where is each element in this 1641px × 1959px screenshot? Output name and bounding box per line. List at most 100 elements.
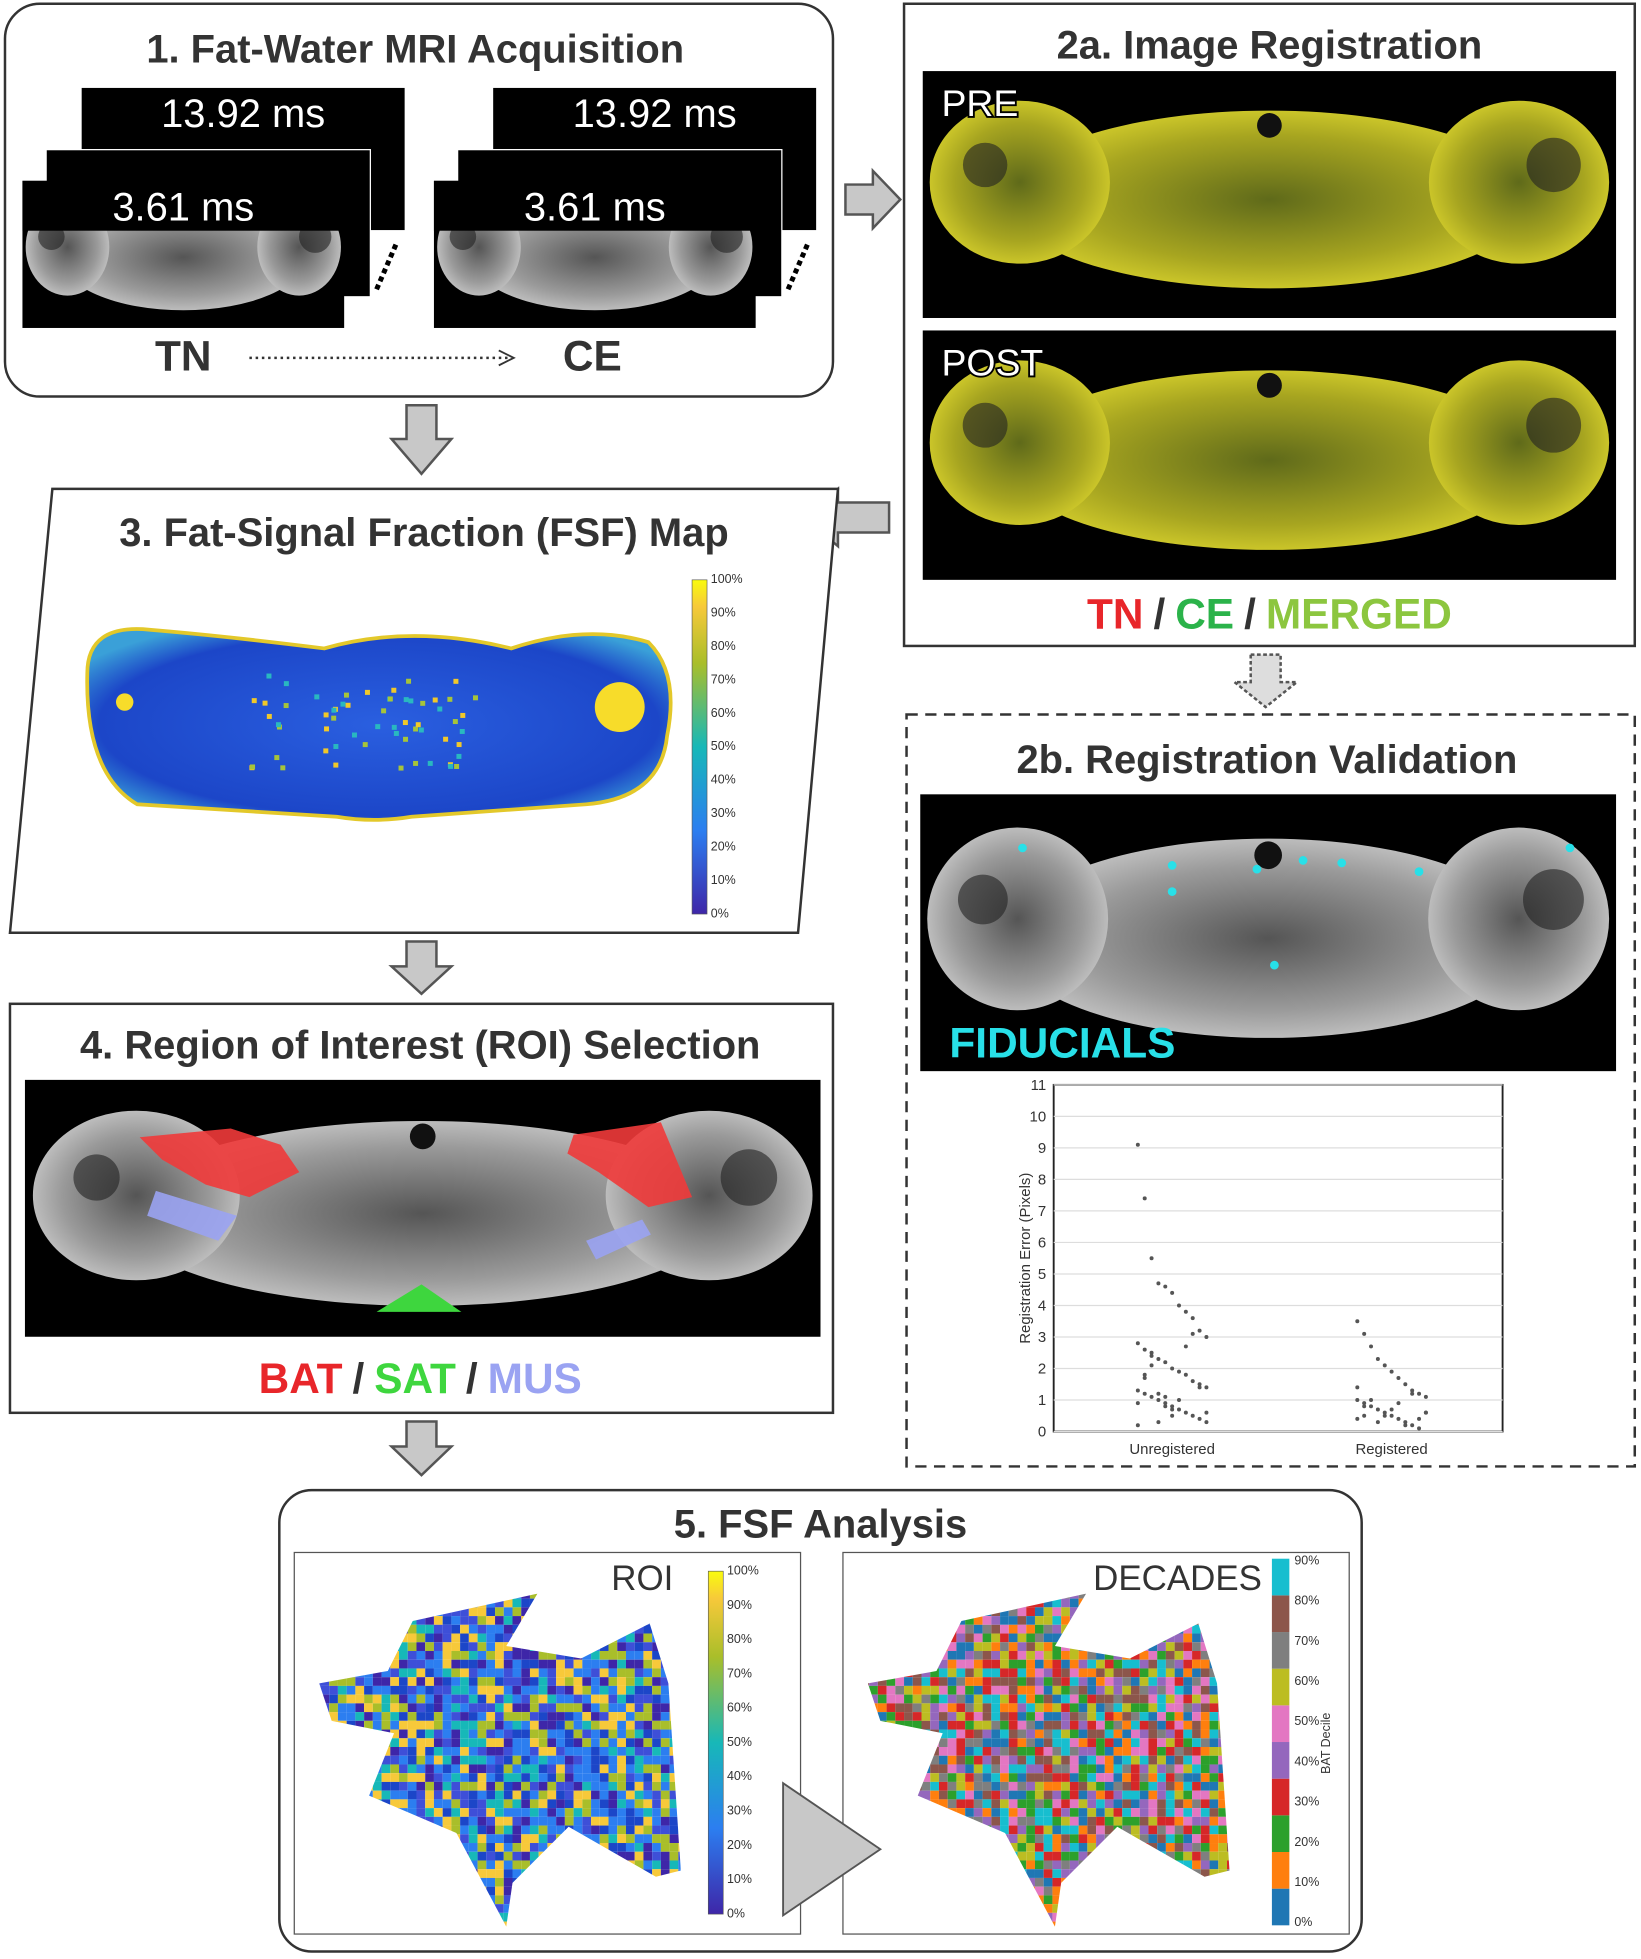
map-cell (991, 1685, 1001, 1695)
colorbar-segment (1271, 1595, 1290, 1633)
map-cell (1034, 1712, 1044, 1721)
map-cell (433, 1764, 443, 1774)
map-cell (1000, 1633, 1009, 1643)
map-cell (1026, 1790, 1035, 1800)
map-cell (355, 1694, 365, 1704)
map-cell (1183, 1747, 1193, 1756)
map-cell (652, 1703, 661, 1713)
map-cell (591, 1659, 600, 1669)
map-cell (660, 1860, 670, 1870)
map-cell (982, 1808, 992, 1817)
map-cell (1052, 1624, 1062, 1634)
map-cell (1052, 1808, 1062, 1817)
map-cell (460, 1720, 469, 1730)
map-cell (451, 1738, 461, 1748)
map-cell (1122, 1685, 1131, 1695)
map-cell (1139, 1790, 1149, 1800)
map-cell (407, 1808, 417, 1817)
image-caption-bg (433, 180, 756, 231)
fsf-speck (453, 678, 459, 684)
map-cell (1087, 1790, 1097, 1800)
map-cell (1209, 1825, 1219, 1835)
map-cell (1157, 1781, 1166, 1791)
map-cell (1017, 1773, 1027, 1782)
data-point (1177, 1398, 1181, 1403)
map-cell (1000, 1703, 1009, 1713)
map-cell (529, 1668, 539, 1678)
map-cell (512, 1799, 522, 1809)
map-cell (486, 1607, 496, 1617)
map-cell (556, 1825, 565, 1835)
map-cell (982, 1685, 992, 1695)
map-cell (1000, 1738, 1009, 1748)
image-label: PRE (941, 82, 1018, 124)
y-tick-label: 1 (1038, 1392, 1046, 1409)
map-cell (564, 1694, 574, 1704)
map-cell (947, 1790, 957, 1800)
map-cell (416, 1773, 426, 1782)
arrow (388, 940, 455, 996)
map-cell (1183, 1755, 1193, 1765)
map-cell (529, 1843, 539, 1852)
colorbar-label: 20% (711, 839, 736, 853)
map-cell (573, 1720, 583, 1730)
map-cell (442, 1694, 452, 1704)
map-cell (573, 1781, 583, 1791)
map-cell (564, 1738, 574, 1748)
map-cell (399, 1712, 408, 1721)
map-cell (1139, 1816, 1149, 1826)
map-cell (372, 1720, 382, 1730)
map-cell (451, 1624, 461, 1634)
map-cell (599, 1781, 609, 1791)
map-cell (1008, 1703, 1018, 1713)
arm-bone (1526, 137, 1581, 193)
map-cell (337, 1703, 347, 1713)
map-cell (1017, 1790, 1027, 1800)
map-cell (652, 1668, 661, 1678)
map-cell (625, 1834, 635, 1844)
fiducial (1167, 887, 1177, 896)
map-cell (591, 1790, 600, 1800)
data-point (1417, 1426, 1422, 1431)
map-cell (1165, 1851, 1175, 1861)
map-cell (965, 1624, 974, 1634)
map-cell (538, 1808, 548, 1817)
map-cell (938, 1738, 948, 1748)
map-cell (1017, 1843, 1027, 1852)
map-cell (1026, 1720, 1035, 1730)
map-cell (1192, 1659, 1201, 1669)
colorbar-segment (1271, 1668, 1290, 1706)
map-cell (468, 1843, 478, 1852)
map-cell (1183, 1624, 1193, 1634)
map-cell (381, 1781, 391, 1791)
map-cell (582, 1799, 592, 1809)
map-cell (625, 1816, 635, 1826)
data-point (1183, 1344, 1188, 1349)
map-cell (1174, 1816, 1184, 1826)
map-cell (503, 1825, 513, 1835)
map-cell (965, 1633, 974, 1643)
map-cell (364, 1677, 373, 1686)
map-cell (582, 1773, 592, 1782)
map-cell (346, 1677, 356, 1686)
map-cell (425, 1781, 434, 1791)
map-cell (468, 1755, 478, 1765)
map-cell (1183, 1799, 1193, 1809)
map-cell (1061, 1694, 1070, 1704)
map-cell (1139, 1659, 1149, 1669)
map-cell (495, 1598, 504, 1608)
fsf-speck (250, 764, 256, 770)
map-cell (1000, 1790, 1009, 1800)
map-cell (1122, 1703, 1131, 1713)
map-cell (1043, 1633, 1053, 1643)
map-cell (1139, 1685, 1149, 1695)
map-cell (973, 1755, 983, 1765)
map-cell (938, 1712, 948, 1721)
map-cell (529, 1720, 539, 1730)
map-cell (407, 1747, 417, 1756)
map-cell (1052, 1694, 1062, 1704)
data-point (1423, 1410, 1428, 1415)
map-cell (1026, 1712, 1035, 1721)
map-cell (1174, 1642, 1184, 1651)
data-point (1156, 1398, 1161, 1403)
